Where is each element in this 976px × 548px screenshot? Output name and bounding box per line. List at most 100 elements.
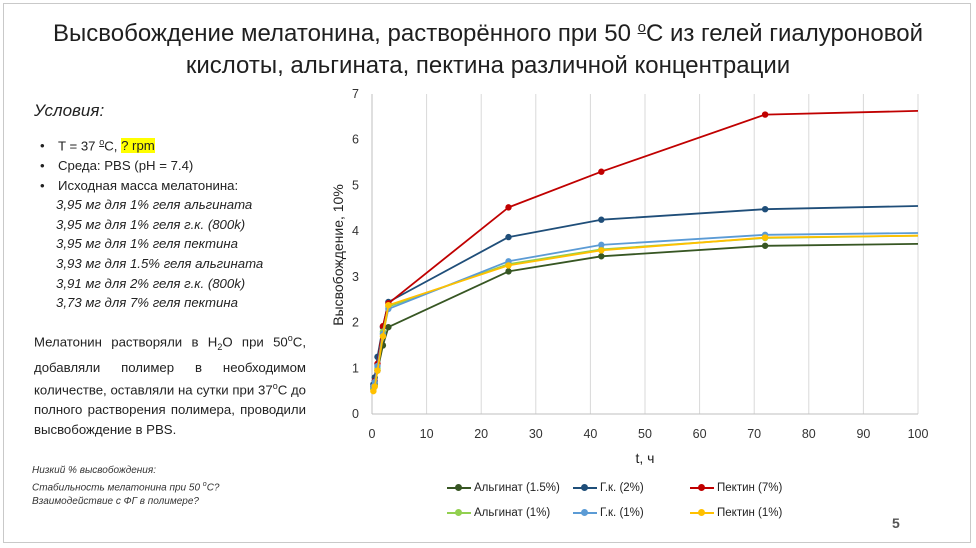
data-point [761,242,769,249]
y-tick-label: 1 [352,361,359,375]
x-tick-label: 50 [638,427,652,441]
para-sub: 2 [217,342,223,353]
x-tick-label: 20 [474,427,488,441]
y-tick-label: 2 [352,316,359,330]
legend-label: Г.к. (1%) [600,507,644,519]
data-point [385,302,392,309]
data-point [598,253,605,260]
x-tick-label: 70 [747,427,761,441]
legend-swatch [447,508,471,518]
data-point [761,111,769,118]
rpm-highlight: ? rpm [121,138,155,154]
x-tick-label: 60 [693,427,707,441]
y-tick-label: 0 [352,407,359,421]
data-point [598,247,605,254]
series-line [372,232,919,387]
legend-swatch [690,508,714,518]
title-degree: о [637,19,646,36]
series-line [372,205,919,385]
series-5 [370,231,919,390]
condition-mass: • Исходная масса мелатонина: [40,177,239,193]
x-tick-label: 80 [802,427,816,441]
data-point [371,383,378,390]
note-text: Стабильность мелатонина при 50 [32,482,203,494]
slide-frame [3,3,971,543]
note-text: С? [206,482,220,494]
para-text: С до полного растворения полимера, прово… [34,382,306,437]
page-number: 5 [892,515,900,531]
conditions-heading: Условия: [34,101,105,120]
chart-axes [371,94,918,415]
x-axis-label: t, ч [636,450,655,466]
legend-item: Пектин (1%) [690,507,782,519]
mass-item: 3,95 мг для 1% геля г.к. (800k) [56,216,246,232]
note-line: Стабильность мелатонина при 50 оС? [32,478,220,495]
legend-item: Г.к. (2%) [573,482,644,494]
notes-block: Низкий % высвобождения: Стабильность мел… [32,464,220,509]
medium-text: Среда: PBS (pH = 7.4) [58,157,194,173]
para-sup: о [287,333,293,343]
y-tick-label: 7 [352,87,359,101]
series-6 [370,234,919,395]
title-text-2: С из гелей гиалуроновой [645,20,924,47]
legend-item: Пектин (7%) [690,482,782,494]
mass-item: 3,91 мг для 2% геля г.к. (800k) [56,275,246,291]
legend-swatch [573,483,597,493]
conditions-list: • T = 37 оС, ? rpm • Среда: PBS (pH = 7.4)… [40,133,263,313]
para-text: С, добавляли полимер в необходимом колич… [34,334,306,398]
data-point [385,323,392,331]
x-tick-label: 0 [369,427,376,441]
legend-swatch [573,508,597,518]
data-point [374,367,381,374]
note-line: Низкий % высвобождения: [32,465,156,476]
mass-item: 3,95 мг для 1% геля пектина [56,236,238,252]
data-point [505,262,512,269]
note-line: Взаимодействие с ФГ в полимере? [32,496,199,508]
legend-item: Альгинат (1.5%) [447,482,560,494]
series-3 [370,110,919,390]
x-tick-label: 30 [529,427,543,441]
y-tick-label: 3 [352,270,359,284]
condition-temperature: • T = 37 оС, ? rpm [40,137,155,154]
title-text-1: Высвобождение мелатонина, растворённого … [52,20,638,47]
x-tick-label: 100 [908,427,929,441]
legend-label: Г.к. (2%) [600,482,644,494]
data-point [505,204,512,211]
y-axis-label: Высвобождение, 10% [330,184,346,326]
series-line [372,234,919,390]
x-tick-label: 10 [420,427,434,441]
legend-label: Альгинат (1%) [474,507,551,519]
mass-item: 3,95 мг для 1% геля альгината [56,197,253,213]
mass-item: 3,93 мг для 1.5% геля альгината [56,255,264,271]
legend-item: Альгинат (1%) [447,507,550,519]
y-tick-label: 6 [352,133,359,147]
chart-grid [426,94,919,414]
y-tick-label: 4 [352,224,359,238]
temp-text: T = 37 [58,138,100,154]
data-point [598,241,605,249]
data-point [761,234,769,241]
chart-series [370,110,919,395]
slide-title: Высвобождение мелатонина, растворённого … [0,12,976,82]
series-line [372,110,919,387]
mass-heading: Исходная масса мелатонина: [58,177,239,193]
series-4 [370,234,919,393]
series-line [372,234,919,392]
data-point [761,206,769,213]
data-point [379,333,387,340]
data-point [598,168,605,175]
x-tick-label: 90 [856,427,870,441]
condition-medium: • Среда: PBS (pH = 7.4) [40,157,194,173]
method-paragraph: Мелатонин растворяли в H2O при 50оС, доб… [34,329,306,439]
series-1 [370,242,919,393]
legend-label: Пектин (1%) [717,507,783,519]
temp-unit: С, [104,138,122,154]
data-point [505,233,512,241]
legend-label: Альгинат (1.5%) [474,482,560,494]
mass-item: 3,73 мг для 7% геля пектина [56,295,238,311]
chart-ticks: 0 10 20 30 40 50 60 70 80 90 100 0 1 2 3 4 5 6 7 [352,87,928,441]
title-text-line2: кислоты, альгината, пектина различной ко… [185,52,791,79]
data-point [598,216,605,223]
temp-degree: о [99,137,105,147]
